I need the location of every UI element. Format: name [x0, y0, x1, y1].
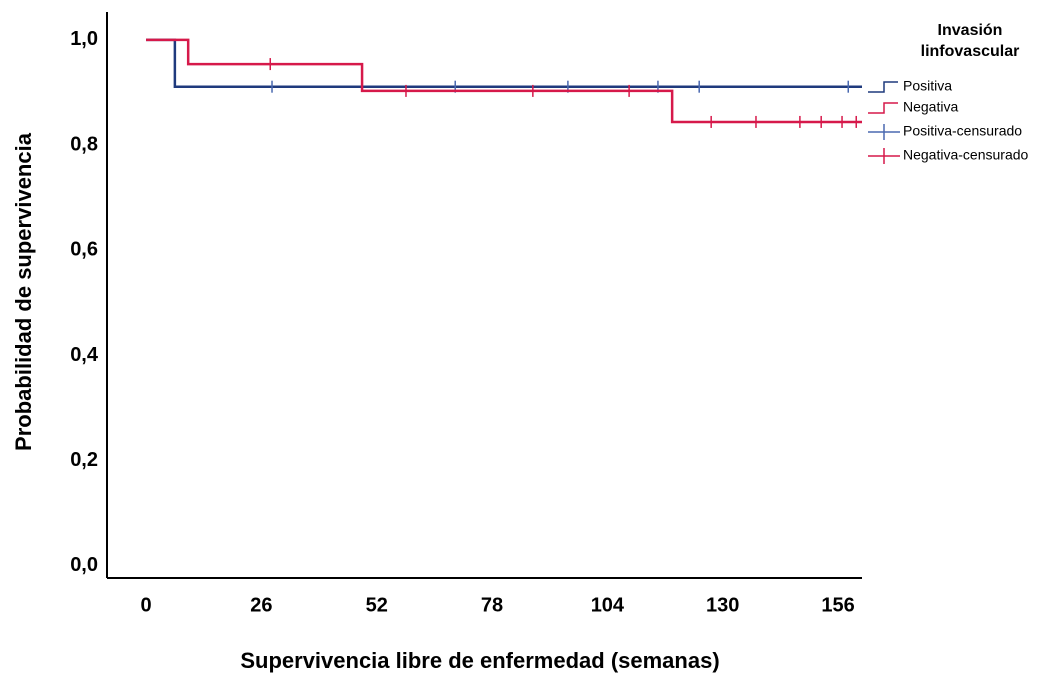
- y-axis-title: Probabilidad de supervivencia: [11, 132, 36, 451]
- legend-label: Negativa: [903, 99, 958, 115]
- legend-label: Negativa-censurado: [903, 147, 1029, 163]
- x-tick-label: 104: [591, 594, 625, 616]
- legend-label: Positiva: [903, 78, 952, 94]
- y-tick-label: 0,6: [70, 239, 98, 261]
- x-tick-label: 0: [140, 594, 151, 616]
- legend-label: Positiva-censurado: [903, 123, 1022, 139]
- x-tick-label: 26: [250, 594, 272, 616]
- x-tick-label: 156: [821, 594, 854, 616]
- survival-curve: [146, 38, 862, 124]
- x-tick-label: 130: [706, 594, 739, 616]
- x-tick-label: 52: [366, 594, 388, 616]
- x-tick-label: 78: [481, 594, 503, 616]
- legend-title: linfovascular: [921, 43, 1020, 60]
- legend-swatch: [868, 102, 898, 114]
- y-tick-label: 1,0: [70, 28, 98, 50]
- y-tick-label: 0,4: [70, 344, 99, 366]
- x-axis-title: Supervivencia libre de enfermedad (seman…: [240, 648, 719, 673]
- legend-swatch: [868, 81, 898, 93]
- y-tick-label: 0,8: [70, 133, 98, 155]
- legend-title: Invasión: [938, 22, 1003, 39]
- y-tick-label: 0,0: [70, 554, 98, 576]
- y-tick-label: 0,2: [70, 449, 98, 471]
